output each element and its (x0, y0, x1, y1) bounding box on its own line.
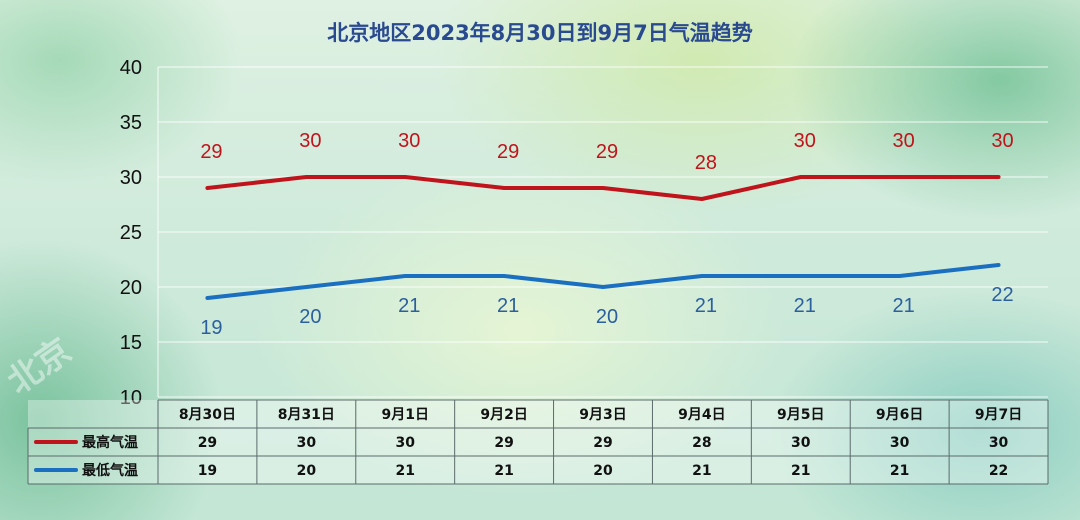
series-line-0 (205, 175, 1001, 201)
table-value-cell: 21 (890, 463, 909, 479)
data-label: 29 (497, 141, 519, 163)
data-label: 21 (893, 295, 915, 317)
data-label: 20 (299, 306, 321, 328)
table-value-cell: 30 (395, 435, 415, 451)
table-header-cell: 9月5日 (777, 407, 824, 423)
table-value-cell: 29 (494, 435, 513, 451)
table-value-cell: 20 (593, 463, 613, 479)
data-label: 30 (794, 130, 816, 152)
data-label: 30 (398, 130, 420, 152)
table-value-cell: 30 (890, 435, 910, 451)
chart-title: 北京地区2023年8月30日到9月7日气温趋势 (327, 21, 753, 45)
data-label: 21 (497, 295, 519, 317)
data-label: 30 (991, 130, 1013, 152)
watermark: 北京 (0, 331, 79, 403)
series-line-1 (205, 263, 1001, 300)
y-tick-label: 10 (120, 387, 142, 409)
table-value-cell: 21 (395, 463, 414, 479)
table-header-cell: 9月6日 (876, 407, 923, 423)
table-header-cell: 9月7日 (975, 407, 1022, 423)
gridlines (157, 66, 1048, 398)
y-tick-label: 30 (120, 167, 142, 189)
table-value-cell: 21 (791, 463, 810, 479)
table-value-cell: 30 (791, 435, 811, 451)
data-label: 29 (596, 141, 618, 163)
table-value-cell: 28 (692, 435, 711, 451)
y-tick-label: 25 (120, 222, 142, 244)
table-header-cell: 9月1日 (381, 407, 428, 423)
table-header-cell: 9月2日 (480, 407, 527, 423)
data-label: 19 (200, 317, 222, 339)
data-label: 20 (596, 306, 618, 328)
table-header-cell: 9月3日 (579, 407, 626, 423)
data-labels: 29 30 30 29 29 28 30 30 30 19 20 21 21 20 21 21 21 22 (200, 130, 1013, 339)
table-value-cell: 30 (989, 435, 1009, 451)
data-label: 29 (200, 141, 222, 163)
y-axis: 10 15 20 25 30 35 40 (120, 57, 142, 409)
table-value-cell: 22 (989, 463, 1008, 479)
data-label: 21 (794, 295, 816, 317)
table-background (28, 400, 1048, 484)
table-value-cell: 20 (297, 463, 317, 479)
y-tick-label: 40 (120, 57, 142, 79)
table-value-cell: 19 (198, 463, 217, 479)
table-value-cell: 21 (494, 463, 513, 479)
table-header-cell: 9月4日 (678, 407, 725, 423)
data-table: 8月30日 8月31日 9月1日 9月2日 9月3日 9月4日 9月5日 9月6日 9月7日最高… (27, 399, 1049, 485)
data-label: 28 (695, 152, 717, 174)
data-label: 30 (893, 130, 915, 152)
data-label: 21 (398, 295, 420, 317)
data-label: 30 (299, 130, 321, 152)
table-value-cell: 29 (198, 435, 217, 451)
legend-label: 最高气温 (82, 434, 138, 451)
table-value-cell: 30 (297, 435, 317, 451)
y-tick-label: 35 (120, 112, 142, 134)
table-value-cell: 29 (593, 435, 612, 451)
data-label: 21 (695, 295, 717, 317)
legend-label: 最低气温 (82, 462, 138, 479)
y-tick-label: 15 (120, 332, 142, 354)
table-header-cell: 8月31日 (278, 407, 335, 423)
data-label: 22 (991, 284, 1013, 306)
table-value-cell: 21 (692, 463, 711, 479)
series-lines (205, 175, 1001, 300)
y-tick-label: 20 (120, 277, 142, 299)
table-header-cell: 8月30日 (179, 407, 236, 423)
